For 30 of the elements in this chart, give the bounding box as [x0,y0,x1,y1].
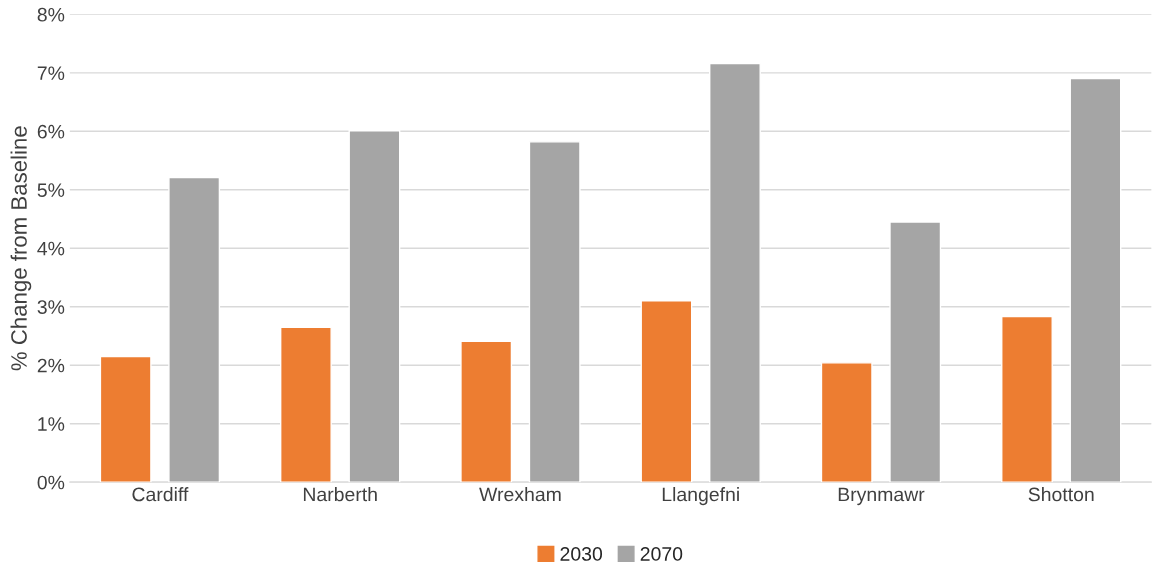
y-axis-title: % Change from Baseline [10,126,32,371]
legend-label: 2030 [560,547,603,561]
bar [820,362,873,483]
y-tick-label: 5% [37,183,65,198]
bar [348,130,401,483]
bar [460,340,513,483]
y-tick-label: 7% [37,66,65,80]
x-tick-label: Narberth [303,487,377,502]
bar [640,300,693,483]
y-tick-label: 4% [37,241,65,256]
x-tick-label: Llangefni [662,487,739,506]
bar [709,62,761,483]
x-tick-label: Wrexham [479,487,561,502]
y-tick-label: 2% [37,358,65,373]
y-tick-label: 6% [37,124,65,139]
x-tick-label: Shotton [1028,487,1094,502]
y-tick-label: 3% [37,300,65,314]
x-tick-label: Brynmawr [838,487,925,506]
y-tick-label: 0% [37,475,65,490]
legend-label: 2070 [640,547,683,561]
x-tick-label: Cardiff [132,487,189,502]
bar [279,326,332,483]
y-tick-label: 1% [38,417,65,431]
bar [889,221,942,483]
y-tick-label: 8% [37,7,65,22]
bar [1069,77,1122,483]
bar [1001,315,1053,483]
bar [528,141,581,483]
bar [99,355,152,483]
bar [168,176,221,483]
